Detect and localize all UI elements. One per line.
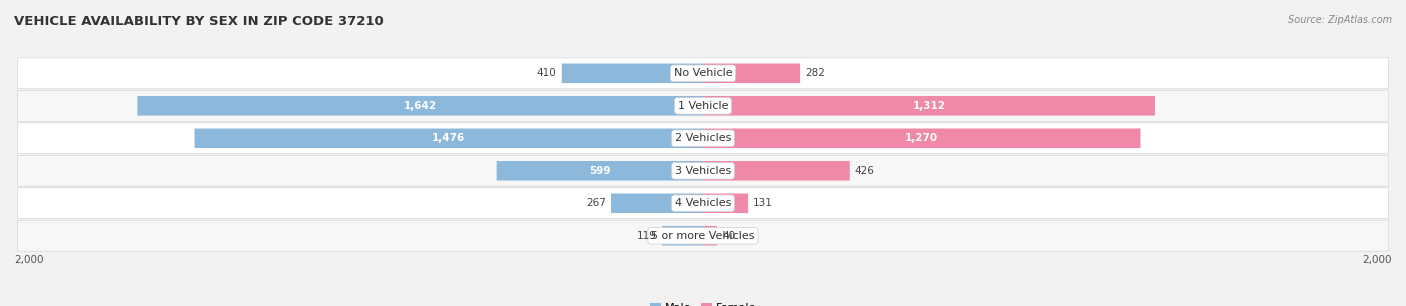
Text: 2,000: 2,000 xyxy=(14,255,44,265)
Text: 1,312: 1,312 xyxy=(912,101,945,111)
FancyBboxPatch shape xyxy=(496,161,703,181)
FancyBboxPatch shape xyxy=(17,188,1389,219)
Text: 119: 119 xyxy=(637,231,657,241)
Text: 282: 282 xyxy=(806,68,825,78)
FancyBboxPatch shape xyxy=(138,96,703,116)
FancyBboxPatch shape xyxy=(17,90,1389,121)
FancyBboxPatch shape xyxy=(17,155,1389,186)
Text: No Vehicle: No Vehicle xyxy=(673,68,733,78)
Text: 1 Vehicle: 1 Vehicle xyxy=(678,101,728,111)
Text: 131: 131 xyxy=(754,198,773,208)
FancyBboxPatch shape xyxy=(612,193,703,213)
Legend: Male, Female: Male, Female xyxy=(645,299,761,306)
Text: 40: 40 xyxy=(721,231,735,241)
FancyBboxPatch shape xyxy=(17,220,1389,251)
FancyBboxPatch shape xyxy=(17,58,1389,89)
Text: Source: ZipAtlas.com: Source: ZipAtlas.com xyxy=(1288,15,1392,25)
Text: 1,642: 1,642 xyxy=(404,101,437,111)
FancyBboxPatch shape xyxy=(703,129,1140,148)
Text: 1,270: 1,270 xyxy=(905,133,938,143)
Text: 2 Vehicles: 2 Vehicles xyxy=(675,133,731,143)
FancyBboxPatch shape xyxy=(17,123,1389,154)
Text: 267: 267 xyxy=(586,198,606,208)
FancyBboxPatch shape xyxy=(703,193,748,213)
FancyBboxPatch shape xyxy=(562,64,703,83)
FancyBboxPatch shape xyxy=(703,161,849,181)
FancyBboxPatch shape xyxy=(194,129,703,148)
FancyBboxPatch shape xyxy=(703,64,800,83)
Text: VEHICLE AVAILABILITY BY SEX IN ZIP CODE 37210: VEHICLE AVAILABILITY BY SEX IN ZIP CODE … xyxy=(14,15,384,28)
Text: 426: 426 xyxy=(855,166,875,176)
Text: 2,000: 2,000 xyxy=(1362,255,1392,265)
FancyBboxPatch shape xyxy=(703,226,717,245)
Text: 4 Vehicles: 4 Vehicles xyxy=(675,198,731,208)
Text: 3 Vehicles: 3 Vehicles xyxy=(675,166,731,176)
FancyBboxPatch shape xyxy=(662,226,703,245)
Text: 1,476: 1,476 xyxy=(432,133,465,143)
FancyBboxPatch shape xyxy=(703,96,1154,116)
Text: 5 or more Vehicles: 5 or more Vehicles xyxy=(651,231,755,241)
Text: 599: 599 xyxy=(589,166,610,176)
Text: 410: 410 xyxy=(537,68,557,78)
